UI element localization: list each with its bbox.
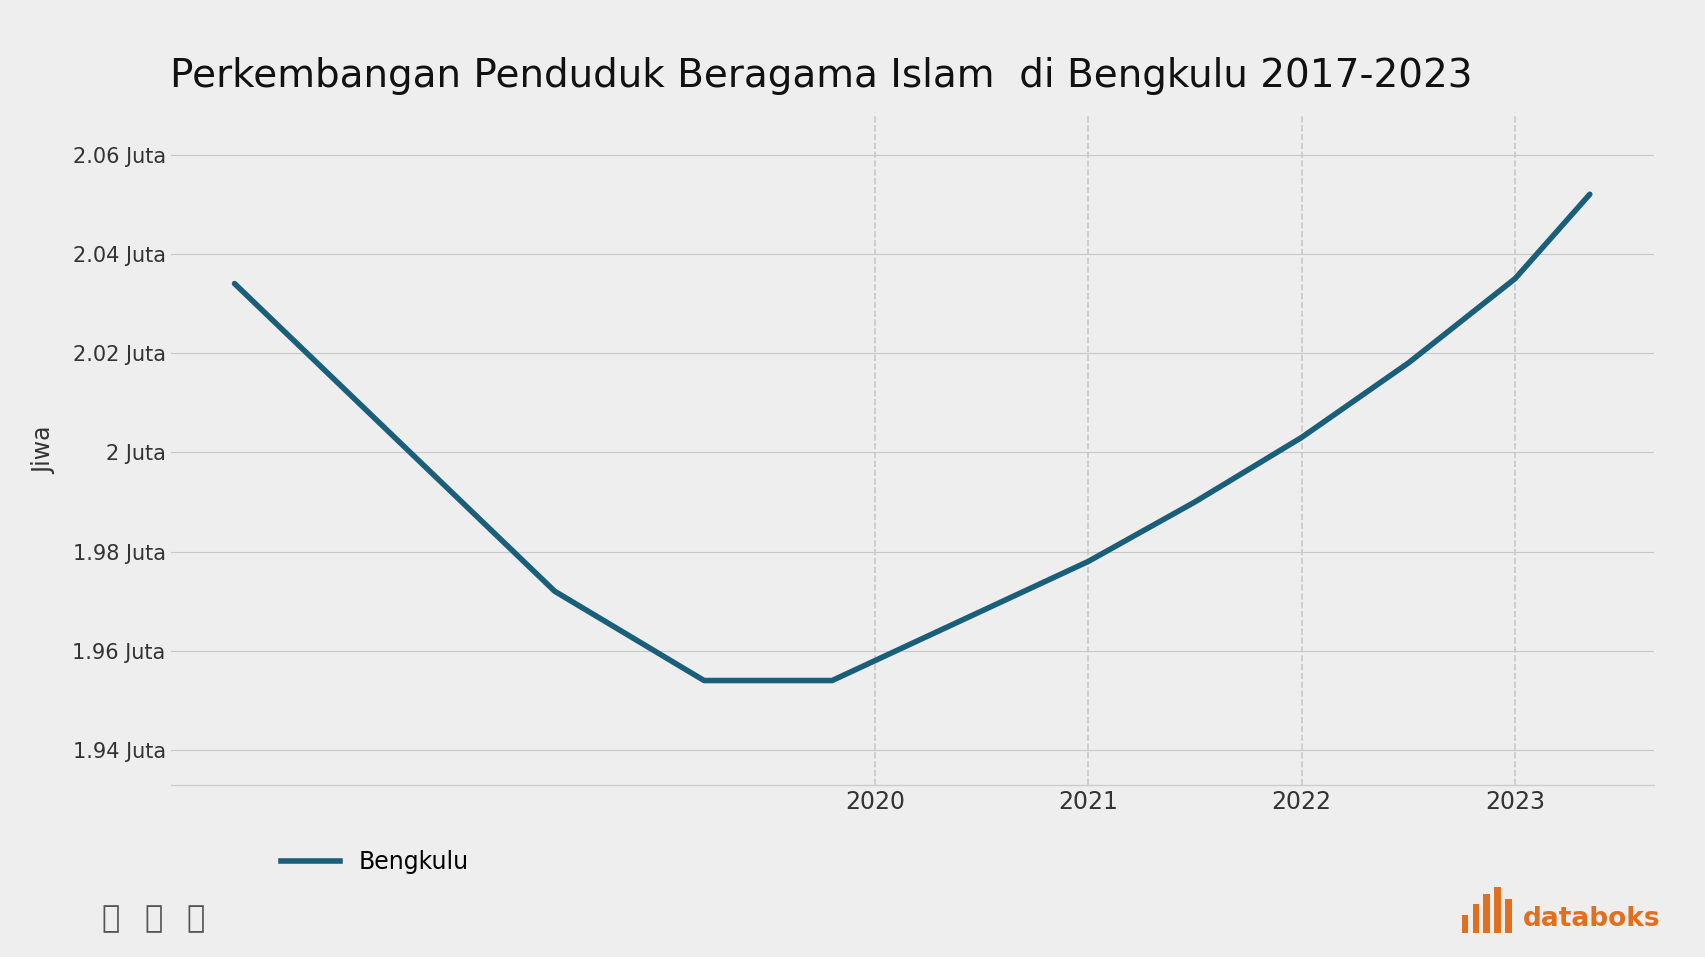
Text: Ⓢ: Ⓢ bbox=[188, 904, 205, 933]
Text: Perkembangan Penduduk Beragama Islam  di Bengkulu 2017-2023: Perkembangan Penduduk Beragama Islam di … bbox=[170, 57, 1473, 95]
FancyBboxPatch shape bbox=[1473, 903, 1480, 933]
FancyBboxPatch shape bbox=[1483, 895, 1490, 933]
Text: Ⓒ: Ⓒ bbox=[102, 904, 119, 933]
FancyBboxPatch shape bbox=[1506, 899, 1512, 933]
FancyBboxPatch shape bbox=[1461, 915, 1468, 933]
Y-axis label: Jiwa: Jiwa bbox=[32, 426, 56, 474]
Legend: Bengkulu: Bengkulu bbox=[271, 840, 477, 883]
Text: databoks: databoks bbox=[1523, 905, 1661, 932]
Text: ⓘ: ⓘ bbox=[145, 904, 162, 933]
FancyBboxPatch shape bbox=[1494, 887, 1500, 933]
